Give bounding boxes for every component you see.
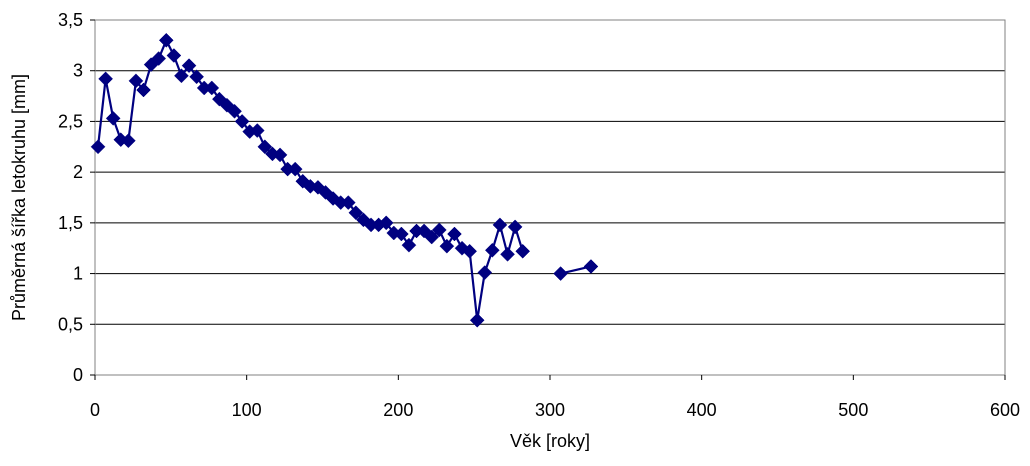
data-point (151, 51, 167, 66)
y-tick-label: 0 (73, 365, 83, 385)
data-point (174, 68, 189, 84)
data-point (181, 58, 197, 73)
data-point (287, 161, 303, 177)
plot-area-frame (94, 19, 1006, 376)
data-point (166, 48, 182, 63)
data-point (492, 217, 508, 233)
x-tick-label: 100 (232, 400, 262, 420)
x-tick-label: 0 (90, 400, 100, 420)
data-point (204, 80, 220, 96)
data-point (507, 219, 523, 235)
data-point (500, 246, 515, 262)
data-point (477, 265, 493, 280)
data-point (485, 242, 500, 258)
x-tick-label: 300 (535, 400, 565, 420)
data-point (272, 147, 288, 163)
data-point (431, 222, 447, 238)
y-axis-title: Průměrná šířka letokruhu [mm] (9, 74, 29, 321)
y-axis-ticks: 0 0,5 1 1,5 2 2,5 3 3,5 (58, 10, 95, 385)
data-point (128, 73, 144, 89)
data-point (136, 82, 151, 98)
data-point (439, 238, 455, 254)
y-tick-label: 1 (73, 264, 83, 284)
data-point (394, 226, 409, 242)
data-point (553, 266, 568, 281)
x-tick-label: 200 (383, 400, 413, 420)
data-point (469, 312, 485, 328)
data-point (189, 69, 204, 85)
data-point (348, 205, 364, 221)
data-point (158, 32, 174, 48)
data-point (90, 139, 106, 155)
y-tick-label: 0,5 (58, 314, 83, 334)
data-point (105, 111, 121, 126)
series-lines (96, 39, 592, 322)
x-axis-title: Věk [roky] (510, 431, 590, 451)
data-point (227, 103, 242, 119)
data-point (249, 123, 265, 138)
data-point (378, 215, 394, 231)
data-point (234, 114, 250, 129)
data-point (424, 229, 440, 245)
data-point (340, 195, 356, 210)
series-markers (90, 32, 599, 328)
x-tick-label: 400 (687, 400, 717, 420)
y-tick-label: 2,5 (58, 111, 83, 131)
gridlines (94, 20, 1005, 376)
data-point (98, 71, 113, 87)
y-tick-label: 3 (73, 61, 83, 81)
data-point (447, 226, 462, 242)
x-tick-label: 600 (990, 400, 1020, 420)
data-point (515, 243, 531, 259)
y-tick-label: 3,5 (58, 10, 83, 30)
x-tick-label: 500 (838, 400, 868, 420)
data-point (401, 237, 417, 253)
y-tick-label: 2 (73, 162, 83, 182)
y-tick-label: 1,5 (58, 213, 83, 233)
data-point (583, 259, 599, 274)
data-point (257, 139, 273, 155)
data-point (121, 133, 136, 149)
x-axis-ticks: 0 100 200 300 400 500 600 (90, 375, 1020, 420)
data-point (462, 243, 477, 259)
